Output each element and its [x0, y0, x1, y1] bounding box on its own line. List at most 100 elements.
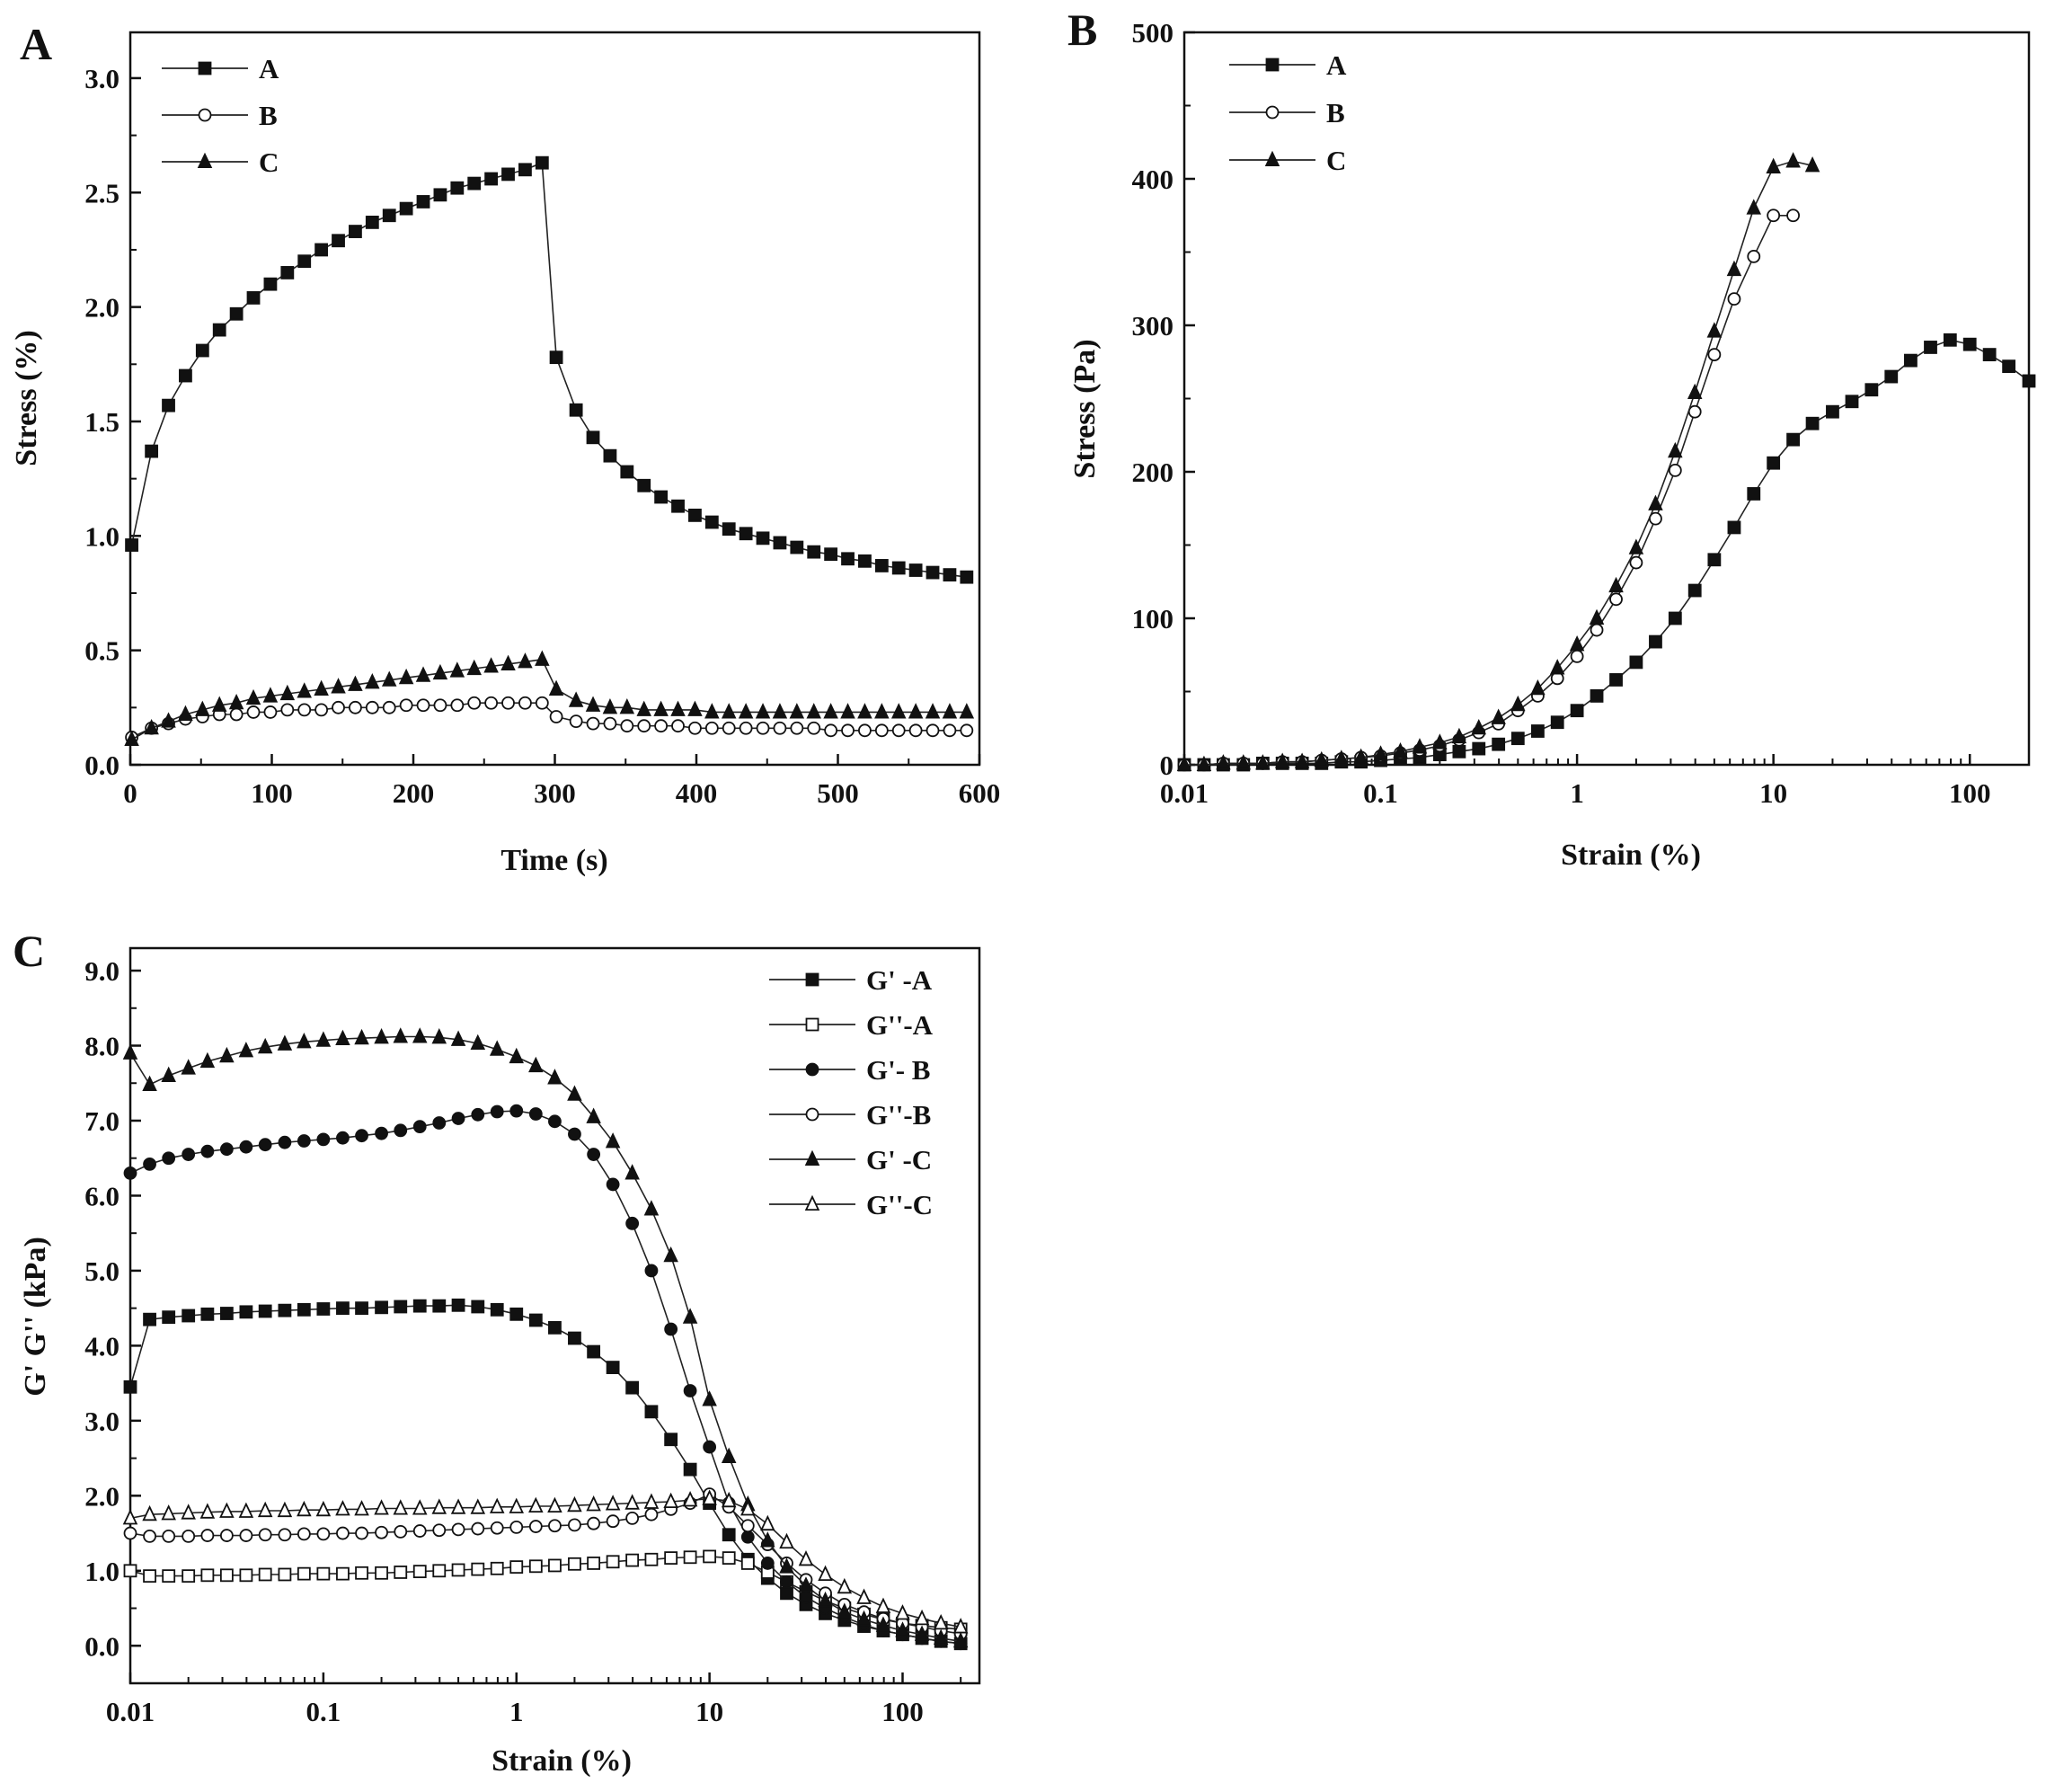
panel-a-data-point — [568, 691, 584, 707]
panel-a-data-point — [891, 723, 906, 738]
panel-c-data-point — [355, 1129, 368, 1143]
panel-a-data-point — [619, 698, 635, 714]
panel-c-data-point — [760, 1531, 775, 1548]
panel-b-data-point — [1196, 755, 1212, 772]
panel-c-data-point — [142, 1075, 157, 1091]
panel-c-y-tick-label: 1.0 — [84, 1556, 120, 1587]
panel-b-y-axis-title: Stress (Pa) — [1068, 339, 1102, 478]
panel-c-data-point — [471, 1300, 485, 1314]
panel-b-data-point — [1492, 737, 1506, 751]
panel-c-data-point — [297, 1527, 311, 1541]
panel-c-data-point — [182, 1530, 196, 1543]
panel-a-data-point — [467, 176, 482, 191]
panel-c-data-point — [297, 1033, 312, 1049]
panel-c-data-point — [199, 1051, 216, 1069]
panel-a-x-axis-title: Time (s) — [500, 844, 607, 877]
panel-a-data-point — [670, 700, 686, 716]
panel-a-data-point — [586, 716, 600, 731]
panel-c-data-point — [568, 1331, 581, 1345]
panel-c-data-point — [297, 1500, 312, 1517]
panel-a-data-point — [874, 559, 889, 572]
panel-b-data-point — [1767, 456, 1781, 470]
panel-a-legend-marker — [198, 61, 212, 75]
panel-a-data-point — [483, 657, 499, 673]
panel-b-data-point — [1589, 608, 1605, 625]
panel-b-data-point — [1884, 369, 1899, 384]
panel-c-data-point — [548, 1114, 562, 1129]
panel-a-x-tick-label: 600 — [959, 777, 1001, 809]
panel-b-data-point — [1549, 659, 1565, 675]
panel-b-data-point — [1668, 441, 1683, 458]
panel-c-data-point — [818, 1591, 833, 1608]
panel-a-data-point — [603, 716, 617, 731]
panel-a-series-c — [124, 650, 975, 747]
panel-c-data-point — [375, 1126, 388, 1140]
panel-a-data-point — [178, 705, 193, 722]
panel-b-data-point — [2002, 359, 2016, 374]
panel-a-data-point — [926, 723, 940, 738]
panel-b-data-point — [1510, 695, 1526, 712]
panel-c-data-point — [818, 1565, 833, 1582]
panel-c-data-point — [257, 1501, 273, 1518]
panel-a-legend-label: A — [259, 53, 279, 84]
panel-a-data-point — [484, 696, 499, 710]
panel-c-x-tick-label: 0.01 — [106, 1696, 155, 1727]
panel-c-data-point — [568, 1127, 581, 1141]
panel-c-data-point — [509, 1104, 524, 1118]
panel-c-data-point — [490, 1302, 504, 1317]
panel-b-data-point — [1982, 348, 1997, 362]
panel-a-data-point — [449, 661, 465, 678]
panel-a-data-point — [280, 266, 295, 279]
panel-c-data-point — [489, 1040, 505, 1056]
panel-a-y-tick-label: 2.0 — [84, 292, 120, 324]
panel-a-data-point — [908, 723, 923, 738]
panel-c-data-point — [740, 1500, 756, 1516]
panel-c-data-point — [355, 1526, 368, 1540]
panel-b-data-point — [1648, 494, 1663, 510]
panel-c-series — [122, 1027, 969, 1651]
panel-c-data-point — [760, 1557, 775, 1570]
panel-b-data-point — [1590, 623, 1604, 637]
panel-b-y-tick-label: 200 — [1132, 457, 1174, 488]
panel-c-legend-marker — [805, 1107, 819, 1122]
panel-a-data-point — [518, 696, 532, 710]
panel-a-data-point — [535, 650, 550, 666]
panel-a-data-point — [620, 465, 634, 479]
panel-c-data-point — [239, 1529, 253, 1542]
panel-b-data-point — [1726, 260, 1742, 277]
panel-a-data-point — [314, 243, 329, 257]
panel-c-data-point — [297, 1566, 311, 1581]
panel-c-data-point — [702, 1489, 717, 1505]
panel-a-data-point — [756, 721, 770, 735]
panel-b-y-tick-label: 300 — [1132, 310, 1174, 342]
panel-b-data-point — [1746, 199, 1762, 215]
panel-a-data-point — [585, 696, 601, 712]
panel-c-y-tick-label: 8.0 — [84, 1031, 120, 1062]
panel-a-data-point — [738, 703, 754, 719]
panel-c-data-point — [200, 1568, 215, 1583]
panel-b-y-tick-label: 400 — [1132, 164, 1174, 195]
panel-a-data-point — [959, 703, 975, 719]
panel-a-data-point — [432, 663, 448, 680]
panel-c-legend-label: G'- B — [866, 1054, 930, 1086]
panel-c-data-point — [587, 1557, 601, 1570]
panel-b-series-b — [1177, 208, 1800, 772]
panel-c-data-point — [606, 1361, 620, 1374]
panel-b-legend-label: C — [1326, 145, 1346, 176]
panel-c-data-point — [683, 1462, 697, 1477]
panel-c-data-point — [547, 1069, 562, 1085]
panel-a-data-point — [637, 719, 651, 733]
panel-a-data-point — [179, 368, 192, 383]
panel-c-legend-marker — [805, 1017, 819, 1032]
panel-a-data-point — [229, 306, 244, 321]
panel-c-data-point — [509, 1560, 524, 1575]
panel-b-x-tick-label: 0.1 — [1363, 777, 1398, 809]
panel-a-data-point — [704, 515, 719, 529]
panel-a-data-point — [382, 700, 396, 714]
panel-b-data-point — [1747, 487, 1761, 501]
panel-c-data-point — [722, 1551, 736, 1566]
panel-c-data-point — [412, 1499, 428, 1515]
panel-a-series-a — [125, 155, 974, 584]
panel-b-legend-label: A — [1326, 49, 1347, 81]
